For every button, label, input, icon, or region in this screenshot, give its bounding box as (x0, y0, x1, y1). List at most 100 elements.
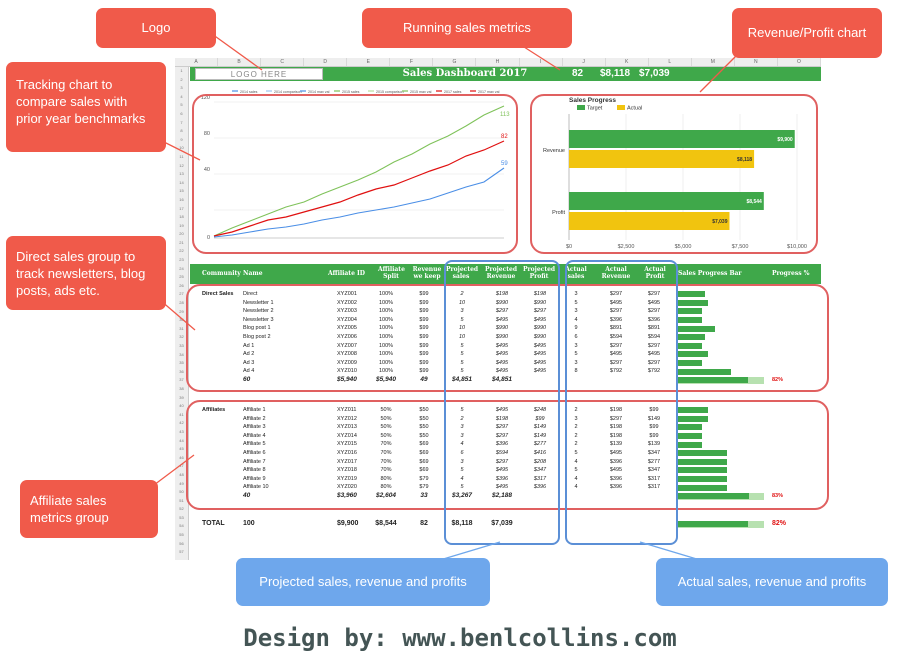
cell[interactable]: $317 (647, 475, 661, 482)
row-number[interactable]: 14 (179, 179, 184, 185)
cell[interactable]: XYZ019 (337, 475, 357, 482)
row-number[interactable]: 43 (179, 428, 184, 434)
cell[interactable]: $990 (533, 299, 547, 306)
cell[interactable]: $297 (647, 359, 661, 366)
cell[interactable]: 5 (460, 316, 464, 323)
row-number[interactable]: 44 (179, 437, 184, 443)
cell[interactable]: 50% (380, 407, 392, 413)
cell[interactable]: 5 (574, 467, 578, 474)
cell[interactable]: 5 (460, 368, 464, 375)
column-header[interactable]: B (218, 58, 262, 66)
cell[interactable]: $297 (609, 308, 623, 315)
cell[interactable]: $495 (533, 316, 547, 323)
cell[interactable]: 2 (574, 441, 578, 448)
cell[interactable]: $297 (647, 308, 661, 315)
cell[interactable]: $99 (419, 359, 429, 366)
cell[interactable]: 10 (458, 325, 466, 332)
grand-total-row[interactable]: TOTAL 100 $9,900 $8,544 82 $8,118 $7,039 82% (190, 520, 821, 529)
row-number[interactable]: 9 (180, 136, 183, 142)
cell[interactable]: Ad 2 (243, 351, 255, 358)
cell[interactable]: $208 (533, 458, 547, 465)
cell[interactable]: 4 (460, 441, 464, 448)
row-number[interactable]: 30 (179, 317, 184, 323)
table-row[interactable]: Ad 4 XYZ010 100% $99 5 $495 $495 8 $792 $792 (190, 367, 821, 376)
cell[interactable]: $297 (647, 291, 661, 297)
cell[interactable]: 10 (458, 334, 466, 340)
cell[interactable]: $198 (609, 407, 623, 413)
row-number[interactable]: 3 (180, 85, 183, 91)
cell[interactable]: Affiliate 2 (243, 415, 266, 422)
cell[interactable]: 100% (378, 299, 394, 306)
cell[interactable]: XYZ017 (337, 458, 357, 465)
cell[interactable]: $297 (533, 308, 547, 315)
column-header[interactable]: D (304, 58, 348, 66)
cell[interactable]: Affiliate 10 (243, 484, 269, 491)
cell[interactable]: 3 (574, 308, 578, 315)
cell[interactable]: $396 (495, 475, 509, 482)
cell[interactable]: Affiliate 1 (243, 407, 266, 413)
cell[interactable]: $50 (419, 415, 429, 422)
cell[interactable]: 6 (574, 334, 578, 340)
cell[interactable]: 3 (574, 359, 578, 366)
cell[interactable]: Affiliate 4 (243, 432, 266, 439)
cell[interactable]: $149 (533, 432, 547, 439)
column-header[interactable]: L (649, 58, 692, 66)
cell[interactable]: Affiliate 3 (243, 424, 266, 431)
table-row[interactable]: Blog post 2 XYZ006 100% $99 10 $990 $990 6 $594 $… (190, 333, 821, 342)
cell[interactable]: Affiliate 7 (243, 458, 266, 465)
cell[interactable]: 3 (460, 458, 464, 465)
cell[interactable]: $3,960 (337, 492, 357, 499)
cell[interactable]: 100% (378, 368, 394, 375)
row-number[interactable]: 22 (179, 248, 184, 254)
cell[interactable]: $4,851 (492, 376, 512, 383)
row-number[interactable]: 32 (179, 334, 184, 340)
cell[interactable]: $495 (495, 342, 509, 349)
cell[interactable]: 5 (460, 351, 464, 358)
cell[interactable]: Affiliate 8 (243, 467, 266, 474)
cell[interactable]: $594 (647, 334, 661, 340)
cell[interactable]: $69 (419, 450, 429, 456)
cell[interactable]: $297 (495, 308, 509, 315)
row-number[interactable]: 29 (179, 308, 184, 314)
cell[interactable]: $69 (419, 441, 429, 448)
row-number[interactable]: 51 (179, 497, 184, 503)
table-row[interactable]: Affiliate 10 XYZ020 80% $79 5 $495 $396 4 $396 $3… (190, 483, 821, 492)
cell[interactable]: $297 (609, 415, 623, 422)
column-header[interactable]: F (390, 58, 434, 66)
cell[interactable]: 5 (460, 467, 464, 474)
cell[interactable]: $495 (495, 407, 509, 413)
cell[interactable]: $495 (495, 467, 509, 474)
cell[interactable]: XYZ012 (337, 415, 357, 422)
cell[interactable]: 8 (574, 368, 578, 375)
cell[interactable]: $2,604 (376, 492, 396, 499)
cell[interactable]: XYZ005 (337, 325, 357, 332)
row-number[interactable]: 48 (179, 471, 184, 477)
row-number[interactable]: 52 (179, 506, 184, 512)
cell[interactable]: $495 (495, 359, 509, 366)
cell[interactable]: $347 (647, 467, 661, 474)
column-header[interactable]: H (476, 58, 520, 66)
cell[interactable]: XYZ020 (337, 484, 357, 491)
cell[interactable]: $297 (495, 458, 509, 465)
cell[interactable]: Affiliate 6 (243, 450, 266, 456)
cell[interactable]: $416 (533, 450, 547, 456)
cell[interactable]: $198 (609, 424, 623, 431)
cell[interactable]: $495 (495, 351, 509, 358)
column-header[interactable]: O (778, 58, 821, 66)
cell[interactable]: $139 (609, 441, 623, 448)
cell[interactable]: XYZ014 (337, 432, 357, 439)
cell[interactable]: 4 (574, 475, 578, 482)
cell[interactable]: 4 (574, 316, 578, 323)
cell[interactable]: $198 (609, 432, 623, 439)
cell[interactable]: XYZ008 (337, 351, 357, 358)
cell[interactable]: $277 (647, 458, 661, 465)
cell[interactable]: $99 (535, 415, 545, 422)
cell[interactable]: $347 (647, 450, 661, 456)
cell[interactable]: $396 (609, 458, 623, 465)
table-row[interactable]: Ad 3 XYZ009 100% $99 5 $495 $495 3 $297 $297 (190, 359, 821, 368)
cell[interactable]: 5 (574, 450, 578, 456)
table-row[interactable]: Newsletter 1 XYZ002 100% $99 10 $990 $990 5 $495… (190, 299, 821, 308)
cell[interactable]: $990 (495, 334, 509, 340)
table-row[interactable]: Affiliate 3 XYZ013 50% $50 3 $297 $149 2 $198 $99 (190, 423, 821, 432)
cell[interactable]: $495 (609, 467, 623, 474)
